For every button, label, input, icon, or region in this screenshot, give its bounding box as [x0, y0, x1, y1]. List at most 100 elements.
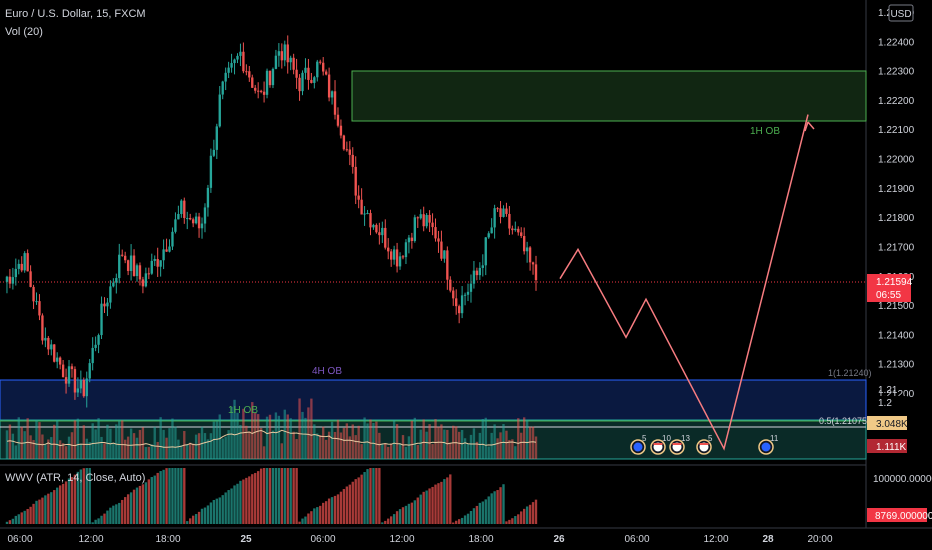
- wwv-bar: [316, 507, 319, 524]
- volume-bar: [186, 444, 189, 459]
- volume-bar: [271, 430, 275, 459]
- candle: [271, 67, 275, 89]
- event-icon[interactable]: 5: [630, 434, 647, 455]
- wwv-bar: [129, 492, 133, 524]
- event-icon[interactable]: 11: [758, 434, 779, 455]
- ob-zone-1h-top[interactable]: [351, 70, 867, 122]
- price-tick: 1.21900: [878, 184, 915, 195]
- candle: [239, 43, 242, 67]
- time-axis[interactable]: 06:00 12:00 18:00 25 06:00 12:00 18:00 26 06:00 1…: [7, 534, 832, 545]
- candle: [324, 69, 328, 76]
- volume-bar: [324, 439, 328, 459]
- candle: [236, 53, 239, 64]
- wwv-bar: [58, 485, 62, 524]
- indicator-label[interactable]: WWV (ATR, 14, Close, Auto): [5, 472, 145, 484]
- candle: [446, 246, 449, 290]
- volume-bar: [61, 443, 65, 459]
- wwv-bar: [330, 497, 334, 524]
- time-tick: 12:00: [78, 534, 103, 545]
- wwv-bar: [354, 479, 357, 524]
- currency-badge[interactable]: [888, 4, 914, 22]
- volume-bar: [413, 417, 417, 459]
- volume-bar: [209, 433, 213, 459]
- wwv-bar: [183, 468, 186, 524]
- symbol-title[interactable]: Euro / U.S. Dollar, 15, FXCM: [5, 8, 146, 20]
- price-tick: 1.22000: [878, 155, 915, 166]
- volume-bar: [206, 439, 210, 459]
- last-price-badge[interactable]: [867, 274, 911, 302]
- economic-events[interactable]: 5 10 13 5 11: [630, 434, 779, 455]
- volume-bar: [431, 444, 434, 459]
- candle: [357, 185, 360, 209]
- event-icon[interactable]: 5: [696, 434, 713, 455]
- event-icon[interactable]: 13: [669, 434, 690, 455]
- volume-bar: [35, 419, 38, 459]
- volume-bar: [274, 412, 278, 459]
- partial-tick-1: 1.21: [878, 385, 898, 396]
- volume-bar: [26, 418, 29, 459]
- candle: [534, 255, 538, 291]
- volume-label[interactable]: Vol (20): [5, 26, 43, 38]
- volume-bar: [123, 439, 127, 459]
- wwv-bar: [292, 468, 295, 524]
- volume-bar: [505, 430, 508, 459]
- wwv-bar: [236, 483, 239, 524]
- candle: [319, 59, 322, 65]
- volume-bar: [150, 444, 153, 459]
- candle: [508, 206, 511, 235]
- candle: [410, 232, 414, 249]
- wwv-bar: [50, 492, 53, 524]
- wwv-bar: [227, 490, 230, 524]
- wwv-bar: [487, 496, 490, 524]
- wwv-bar: [416, 497, 419, 524]
- candle: [73, 366, 77, 400]
- wwv-bar: [413, 500, 417, 524]
- wwv-bar: [14, 515, 18, 524]
- volume-bar: [283, 409, 286, 459]
- candle: [322, 57, 325, 76]
- wwv-bar: [522, 508, 526, 524]
- wwv-bar: [531, 502, 535, 524]
- volume-bar: [514, 446, 517, 459]
- candle: [330, 90, 334, 105]
- candle: [452, 287, 455, 306]
- candle: [53, 344, 56, 363]
- candle: [455, 289, 458, 315]
- wwv-bar: [345, 486, 349, 524]
- candle: [289, 55, 292, 71]
- volume-bar: [336, 419, 340, 459]
- candle: [514, 221, 517, 232]
- wwv-bar: [171, 468, 174, 524]
- volume-bar: [428, 424, 431, 459]
- ob-zone-4h[interactable]: [0, 379, 867, 421]
- candle: [499, 201, 502, 224]
- wwv-bar: [295, 468, 298, 524]
- candle: [144, 267, 148, 288]
- wwv-bar: [239, 480, 242, 524]
- volume-bar: [97, 418, 100, 459]
- wwv-bar: [360, 474, 363, 524]
- partial-tick-2: 1.2: [878, 398, 892, 409]
- ob-label-1h-bottom: 1H OB: [228, 405, 258, 416]
- volume-bar: [410, 420, 414, 459]
- event-icon[interactable]: 10: [650, 434, 671, 455]
- volume-bar: [14, 445, 18, 459]
- price-axis[interactable]: 1.225001.224001.223001.222001.221001.220…: [878, 8, 915, 400]
- candle: [35, 292, 38, 305]
- wwv-bar: [419, 494, 422, 524]
- wwv-bar: [67, 478, 71, 524]
- volume-bar: [490, 432, 493, 459]
- volume-bar: [345, 423, 349, 459]
- wwv-bar: [194, 514, 198, 524]
- projection-path[interactable]: [559, 114, 809, 451]
- volume-bar: [242, 408, 245, 459]
- volume-bar: [159, 417, 162, 459]
- currency-label: USD: [890, 9, 911, 20]
- candle: [129, 244, 133, 281]
- volume-ma-badge-text: 3.048K: [876, 419, 908, 430]
- candle: [298, 74, 301, 101]
- wwv-bar: [174, 468, 177, 524]
- wwv-bar: [141, 484, 145, 524]
- volume-bar: [233, 399, 236, 459]
